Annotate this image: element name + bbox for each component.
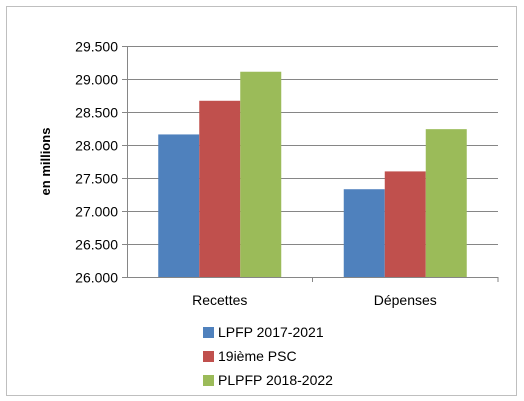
y-tick-label: 28.000 [75, 138, 118, 154]
legend-entry: 19ième PSC [218, 348, 297, 364]
x-tick-label: Recettes [192, 292, 247, 308]
legend-swatch [203, 327, 214, 338]
y-axis-ticks: 26.000 26.500 27.000 27.500 28.000 28.500 29.0… [75, 39, 118, 286]
y-tick-label: 29.000 [75, 72, 118, 88]
bar [384, 171, 426, 277]
y-tick-label: 29.500 [75, 39, 118, 55]
legend: LPFP 2017-2021 19ième PSC PLPFP 2018-2022 [203, 324, 333, 388]
y-tick-label: 28.500 [75, 105, 118, 121]
x-tick-label: Dépenses [374, 292, 437, 308]
y-axis-label: en millions [38, 128, 53, 196]
legend-entry: LPFP 2017-2021 [218, 324, 324, 340]
legend-entry: PLPFP 2018-2022 [218, 372, 333, 388]
bar [343, 189, 385, 277]
x-axis-ticks: Recettes Dépenses [192, 277, 499, 308]
y-tick-label: 27.500 [75, 171, 118, 187]
y-tick-label: 26.000 [75, 270, 118, 286]
bars [158, 71, 467, 278]
legend-swatch [203, 351, 214, 362]
bar [199, 100, 241, 277]
bar [240, 71, 282, 278]
bar [425, 129, 467, 277]
bar [158, 134, 200, 277]
legend-swatch [203, 375, 214, 386]
y-tick-label: 27.000 [75, 204, 118, 220]
y-tick-label: 26.500 [75, 237, 118, 253]
